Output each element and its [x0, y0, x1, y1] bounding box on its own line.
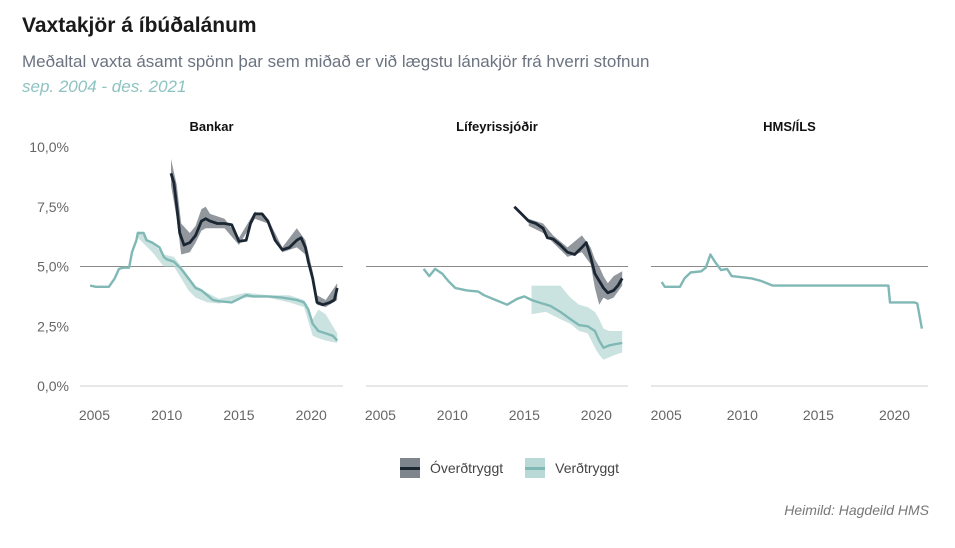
- facet-title: Lífeyrissjóðir: [456, 119, 538, 134]
- panel-2: Lífeyrissjóðir 2005 2010 2015 2020: [365, 119, 628, 423]
- legend-swatch-overtryggt: [400, 458, 420, 478]
- y-tick-label: 5,0%: [37, 259, 69, 275]
- series-line-verdtryggt: [89, 231, 339, 342]
- series-line-overtryggt: [169, 172, 339, 307]
- panel-3: HMS/ÍLS 2005 2010 2015 2020: [651, 119, 928, 423]
- x-tick-label: 2005: [79, 407, 110, 423]
- legend-swatch-verdtryggt: [525, 458, 546, 478]
- legend-label-overtryggt: Óverðtryggt: [430, 460, 504, 476]
- legend-item-verdtryggt: Verðtryggt: [525, 458, 619, 478]
- chart-subtitle: Meðaltal vaxta ásamt spönn þar sem miðað…: [22, 52, 650, 71]
- facet-title: HMS/ÍLS: [763, 119, 816, 134]
- x-tick-label: 2020: [581, 407, 612, 423]
- facet-title: Bankar: [189, 119, 233, 134]
- y-tick-label: 0,0%: [37, 378, 69, 394]
- x-tick-label: 2020: [879, 407, 910, 423]
- x-tick-label: 2015: [509, 407, 540, 423]
- chart-title: Vaxtakjör á íbúðalánum: [22, 14, 257, 37]
- legend-label-verdtryggt: Verðtryggt: [555, 460, 619, 476]
- x-tick-label: 2010: [437, 407, 468, 423]
- series-line-overtryggt: [513, 205, 624, 295]
- y-tick-label: 7,5%: [37, 199, 69, 215]
- legend: Óverðtryggt Verðtryggt: [400, 458, 641, 478]
- x-tick-label: 2015: [223, 407, 254, 423]
- legend-item-overtryggt: Óverðtryggt: [400, 458, 503, 478]
- series-line-verdtryggt: [660, 253, 924, 329]
- x-tick-label: 2005: [365, 407, 396, 423]
- x-tick-label: 2005: [651, 407, 682, 423]
- x-tick-label: 2020: [296, 407, 327, 423]
- source-note: Heimild: Hagdeild HMS: [784, 502, 929, 518]
- x-tick-label: 2010: [727, 407, 758, 423]
- x-tick-label: 2015: [803, 407, 834, 423]
- x-tick-label: 2010: [151, 407, 182, 423]
- band-verdtryggt: [137, 230, 338, 343]
- chart-period: sep. 2004 - des. 2021: [22, 77, 187, 96]
- series-line-verdtryggt: [422, 267, 623, 349]
- panel-1: Bankar 2005 2010 2015 2020: [79, 119, 343, 423]
- y-tick-label: 10,0%: [29, 139, 69, 155]
- y-tick-label: 2,5%: [37, 318, 69, 334]
